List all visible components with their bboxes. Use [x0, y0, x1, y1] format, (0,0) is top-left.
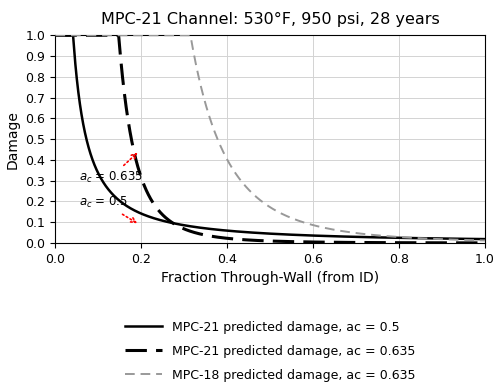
Legend: MPC-21 predicted damage, ac = 0.5, MPC-21 predicted damage, ac = 0.635, MPC-18 p: MPC-21 predicted damage, ac = 0.5, MPC-2… [120, 316, 420, 387]
Y-axis label: Damage: Damage [6, 110, 20, 169]
Text: $a_c$ = 0.5: $a_c$ = 0.5 [78, 195, 136, 222]
Title: MPC-21 Channel: 530°F, 950 psi, 28 years: MPC-21 Channel: 530°F, 950 psi, 28 years [100, 12, 439, 27]
X-axis label: Fraction Through-Wall (from ID): Fraction Through-Wall (from ID) [161, 271, 379, 285]
Text: $a_c$ = 0.635: $a_c$ = 0.635 [78, 154, 142, 185]
